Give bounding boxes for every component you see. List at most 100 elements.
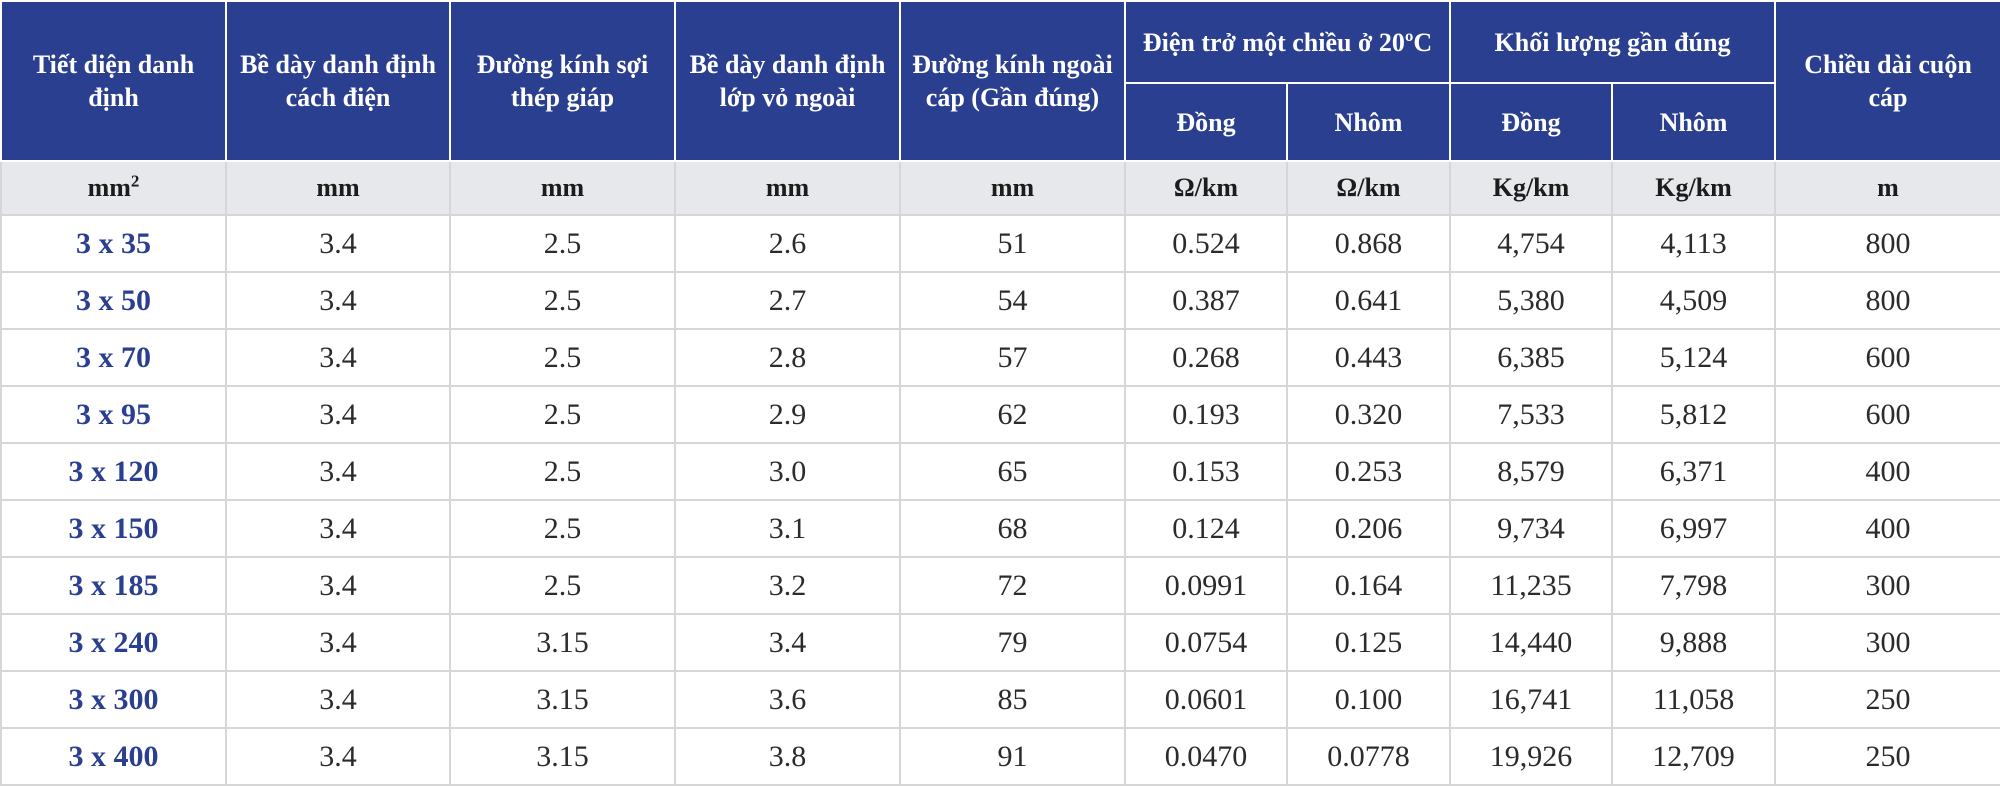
cell-armour-wire: 2.5 [449, 271, 676, 330]
cell-outer-diameter: 68 [899, 499, 1126, 558]
cell-weight-aluminium: 4,509 [1611, 271, 1777, 330]
header-resistance-group: Điện trở một chiều ở 20ºC [1123, 0, 1452, 84]
cell-insulation: 3.4 [225, 499, 451, 558]
cell-insulation: 3.4 [225, 385, 451, 444]
cell-weight-aluminium: 5,812 [1611, 385, 1777, 444]
cell-resistance-aluminium: 0.868 [1285, 214, 1452, 273]
cell-section: 3 x 70 [0, 328, 227, 387]
cell-weight-copper: 4,754 [1449, 214, 1614, 273]
header-length: Chiều dài cuộn cáp [1774, 0, 2000, 162]
cell-sheath: 3.4 [674, 613, 901, 672]
cell-insulation: 3.4 [225, 442, 451, 501]
cell-weight-aluminium: 7,798 [1611, 556, 1777, 615]
header-weight-group: Khối lượng gần đúng [1449, 0, 1777, 84]
unit-weight-copper: Kg/km [1449, 160, 1614, 216]
cell-resistance-aluminium: 0.206 [1285, 499, 1452, 558]
cell-weight-copper: 7,533 [1449, 385, 1614, 444]
table-row: 3 x 185 3.4 2.5 3.2 72 0.0991 0.164 11,235 7,798… [0, 556, 2000, 615]
cell-insulation: 3.4 [225, 214, 451, 273]
cell-outer-diameter: 85 [899, 670, 1126, 729]
cell-section: 3 x 400 [0, 727, 227, 786]
cell-armour-wire: 3.15 [449, 670, 676, 729]
cell-outer-diameter: 79 [899, 613, 1126, 672]
cell-section: 3 x 300 [0, 670, 227, 729]
cell-weight-copper: 19,926 [1449, 727, 1614, 786]
cell-outer-diameter: 51 [899, 214, 1126, 273]
cell-sheath: 3.8 [674, 727, 901, 786]
units-row: mm2 mm mm mm mm Ω/km Ω/km Kg/km Kg/km m [0, 160, 2000, 216]
cell-sheath: 2.7 [674, 271, 901, 330]
cell-sheath: 2.8 [674, 328, 901, 387]
cell-length: 250 [1774, 727, 2000, 786]
cell-weight-aluminium: 4,113 [1611, 214, 1777, 273]
cell-weight-copper: 9,734 [1449, 499, 1614, 558]
cell-resistance-aluminium: 0.320 [1285, 385, 1452, 444]
cell-sheath: 2.6 [674, 214, 901, 273]
cell-sheath: 3.2 [674, 556, 901, 615]
table-row: 3 x 120 3.4 2.5 3.0 65 0.153 0.253 8,579 6,371 40… [0, 442, 2000, 501]
cell-armour-wire: 3.15 [449, 727, 676, 786]
cell-length: 400 [1774, 499, 2000, 558]
cell-insulation: 3.4 [225, 670, 451, 729]
cell-weight-aluminium: 11,058 [1611, 670, 1777, 729]
cell-armour-wire: 2.5 [449, 499, 676, 558]
table-row: 3 x 300 3.4 3.15 3.6 85 0.0601 0.100 16,741 11,0… [0, 670, 2000, 729]
cell-weight-copper: 16,741 [1449, 670, 1614, 729]
cell-weight-copper: 8,579 [1449, 442, 1614, 501]
cell-length: 300 [1774, 613, 2000, 672]
cell-insulation: 3.4 [225, 613, 451, 672]
cell-sheath: 2.9 [674, 385, 901, 444]
header-sheath: Bề dày danh định lớp vỏ ngoài [674, 0, 901, 162]
header-resistance-copper: Đồng [1124, 82, 1288, 162]
cell-outer-diameter: 57 [899, 328, 1126, 387]
cell-resistance-copper: 0.268 [1124, 328, 1288, 387]
cell-weight-copper: 11,235 [1449, 556, 1614, 615]
cell-resistance-copper: 0.0754 [1124, 613, 1288, 672]
cell-section: 3 x 150 [0, 499, 227, 558]
cell-length: 600 [1774, 385, 2000, 444]
cell-length: 800 [1774, 271, 2000, 330]
cell-resistance-aluminium: 0.253 [1285, 442, 1452, 501]
cell-length: 600 [1774, 328, 2000, 387]
header-weight-copper: Đồng [1449, 82, 1614, 162]
cell-outer-diameter: 65 [899, 442, 1126, 501]
cell-length: 250 [1774, 670, 2000, 729]
header-section: Tiết diện danh định [0, 0, 227, 162]
cell-length: 300 [1774, 556, 2000, 615]
header-weight-aluminium: Nhôm [1611, 82, 1777, 162]
cell-section: 3 x 185 [0, 556, 227, 615]
cell-outer-diameter: 54 [899, 271, 1126, 330]
cell-sheath: 3.0 [674, 442, 901, 501]
cell-sheath: 3.1 [674, 499, 901, 558]
cell-weight-aluminium: 6,371 [1611, 442, 1777, 501]
cell-weight-copper: 14,440 [1449, 613, 1614, 672]
unit-section: mm2 [0, 160, 227, 216]
cell-armour-wire: 2.5 [449, 328, 676, 387]
cell-resistance-aluminium: 0.0778 [1285, 727, 1452, 786]
cell-weight-copper: 6,385 [1449, 328, 1614, 387]
cell-resistance-copper: 0.153 [1124, 442, 1288, 501]
cell-weight-copper: 5,380 [1449, 271, 1614, 330]
unit-sheath: mm [674, 160, 901, 216]
unit-weight-aluminium: Kg/km [1611, 160, 1777, 216]
cell-weight-aluminium: 6,997 [1611, 499, 1777, 558]
cell-section: 3 x 120 [0, 442, 227, 501]
cell-section: 3 x 240 [0, 613, 227, 672]
cell-resistance-aluminium: 0.443 [1285, 328, 1452, 387]
cell-armour-wire: 2.5 [449, 556, 676, 615]
cell-armour-wire: 3.15 [449, 613, 676, 672]
cell-resistance-copper: 0.0470 [1124, 727, 1288, 786]
table-row: 3 x 150 3.4 2.5 3.1 68 0.124 0.206 9,734 6,997 40… [0, 499, 2000, 558]
cell-resistance-aluminium: 0.100 [1285, 670, 1452, 729]
cell-section: 3 x 35 [0, 214, 227, 273]
cell-outer-diameter: 91 [899, 727, 1126, 786]
cell-weight-aluminium: 9,888 [1611, 613, 1777, 672]
table-row: 3 x 70 3.4 2.5 2.8 57 0.268 0.443 6,385 5,124 600 [0, 328, 2000, 387]
unit-resistance-copper: Ω/km [1124, 160, 1288, 216]
cell-armour-wire: 2.5 [449, 442, 676, 501]
table-row: 3 x 50 3.4 2.5 2.7 54 0.387 0.641 5,380 4,509 800 [0, 271, 2000, 330]
header-armour-wire: Đường kính sợi thép giáp [449, 0, 676, 162]
table-row: 3 x 35 3.4 2.5 2.6 51 0.524 0.868 4,754 4,113 800 [0, 214, 2000, 273]
table-row: 3 x 400 3.4 3.15 3.8 91 0.0470 0.0778 19,926 12,… [0, 727, 2000, 786]
